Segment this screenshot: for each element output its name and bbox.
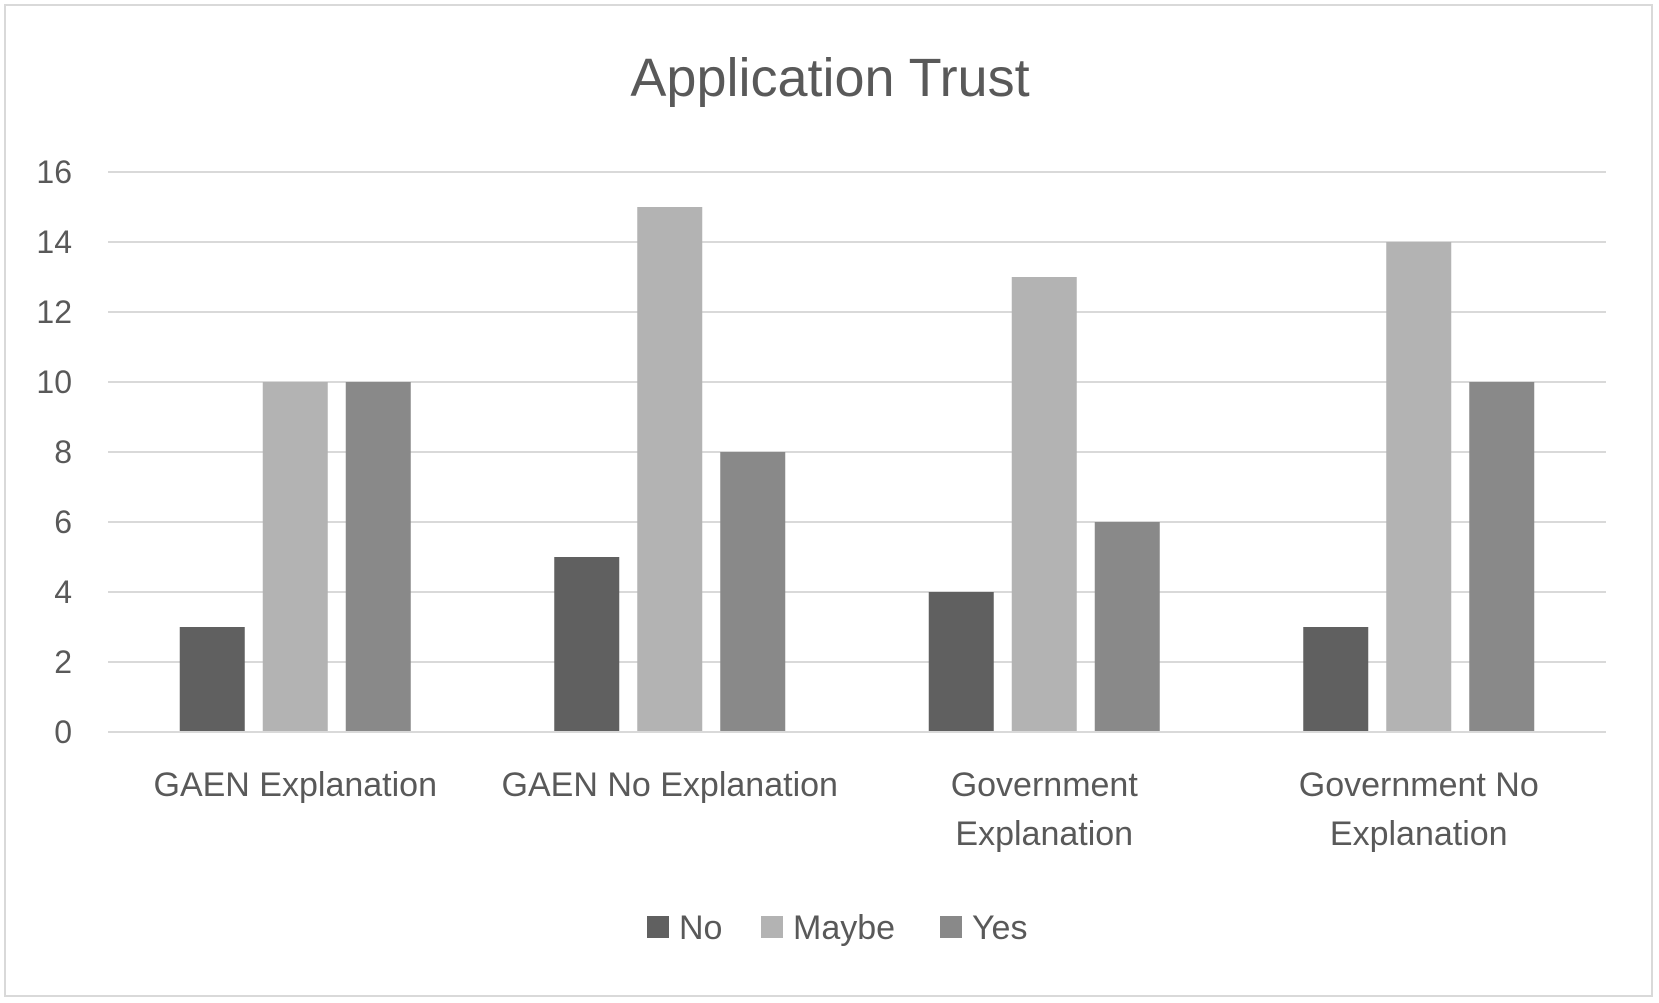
x-category-label: Government No: [1299, 766, 1539, 804]
bars: [179, 207, 1535, 732]
legend: No Maybe Yes: [647, 909, 1027, 947]
bar-no-4: [1303, 627, 1369, 732]
bar-maybe-3: [1011, 277, 1077, 732]
y-tick-label: 4: [54, 574, 72, 610]
legend-swatch-no: [647, 916, 669, 938]
bar-yes-4: [1469, 382, 1535, 732]
bar-maybe-4: [1386, 242, 1452, 732]
y-tick-label: 6: [54, 504, 72, 540]
y-tick-label: 2: [54, 644, 72, 680]
gridlines: [108, 171, 1606, 663]
x-axis-labels: GAEN Explanation GAEN No Explanation Gover…: [154, 766, 1539, 853]
legend-swatch-yes: [940, 916, 962, 938]
y-tick-label: 10: [36, 364, 72, 400]
bar-no-3: [928, 592, 994, 732]
y-tick-label: 8: [54, 434, 72, 470]
y-tick-label: 12: [36, 294, 72, 330]
legend-label-maybe: Maybe: [793, 909, 895, 947]
bar-no-2: [554, 557, 620, 732]
bar-yes-3: [1094, 522, 1160, 732]
y-axis-ticks: 0 2 4 6 8 10 12 14 16: [36, 154, 72, 750]
x-category-label: Government: [951, 766, 1139, 804]
x-category-label: GAEN Explanation: [154, 766, 438, 804]
y-tick-label: 14: [36, 224, 72, 260]
x-category-label: GAEN No Explanation: [502, 766, 838, 804]
chart-title: Application Trust: [630, 48, 1029, 108]
legend-swatch-maybe: [761, 916, 783, 938]
legend-label-no: No: [679, 909, 722, 947]
bar-no-1: [179, 627, 245, 732]
y-tick-label: 16: [36, 154, 72, 190]
x-category-label: Explanation: [955, 815, 1133, 853]
x-category-label: Explanation: [1330, 815, 1508, 853]
y-tick-label: 0: [54, 714, 72, 750]
bar-maybe-2: [637, 207, 703, 732]
legend-label-yes: Yes: [972, 909, 1027, 947]
bar-maybe-1: [262, 382, 328, 732]
bar-yes-1: [345, 382, 411, 732]
bar-yes-2: [720, 452, 786, 732]
